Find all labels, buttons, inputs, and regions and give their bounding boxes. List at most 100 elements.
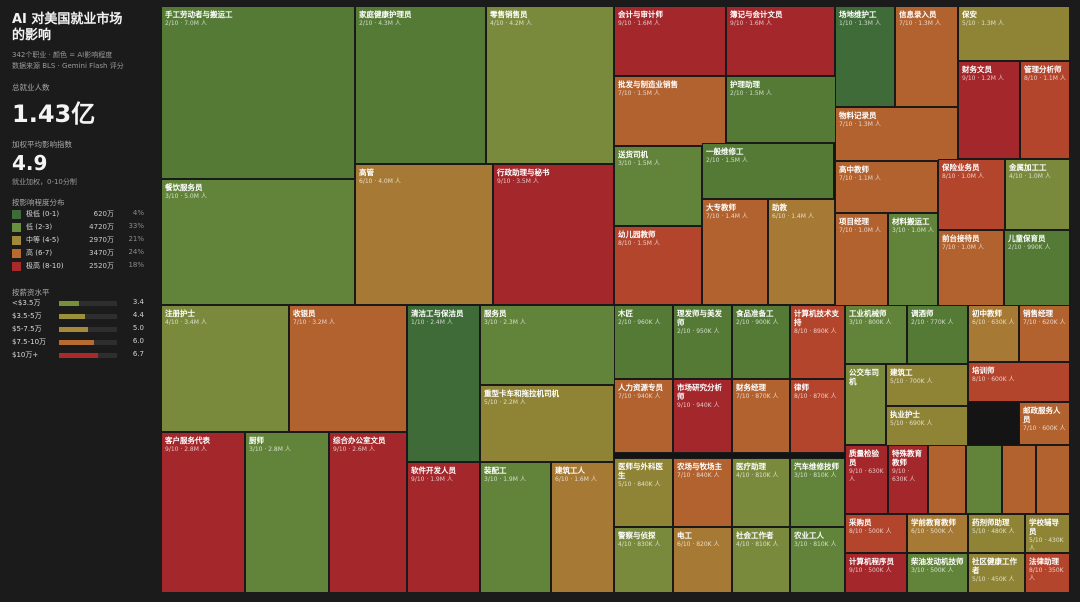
treemap-cell[interactable]: 药剂师助理 5/10 · 480K 人: [968, 514, 1025, 553]
cell-name: 清洁工与保洁员: [411, 309, 464, 318]
treemap-cell[interactable]: 注册护士 4/10 · 3.4M 人: [161, 305, 289, 432]
legend-swatch: [12, 210, 21, 219]
wage-value: 5.0: [132, 324, 144, 332]
treemap-cell[interactable]: [1036, 445, 1070, 514]
treemap-cell[interactable]: 手工劳动者与搬运工 2/10 · 7.0M 人: [161, 6, 355, 179]
treemap-cell[interactable]: 客户服务代表 9/10 · 2.8M 人: [161, 432, 245, 593]
cell-name: 销售经理: [1023, 309, 1053, 318]
treemap-cell[interactable]: 特殊教育教师 9/10 · 630K 人: [888, 445, 928, 514]
treemap-cell[interactable]: 助教 6/10 · 1.4M 人: [768, 199, 835, 305]
treemap-cell[interactable]: 行政助理与秘书 9/10 · 3.5M 人: [493, 164, 614, 305]
treemap-cell[interactable]: 理发师与美发师 2/10 · 950K 人: [673, 305, 732, 379]
treemap-cell[interactable]: 财务经理 7/10 · 870K 人: [732, 379, 790, 453]
treemap-cell[interactable]: 调酒师 2/10 · 770K 人: [907, 305, 968, 364]
wage-value: 6.0: [132, 337, 144, 345]
treemap-cell[interactable]: 公交车司机: [845, 364, 886, 445]
treemap-cell[interactable]: 高中教师 7/10 · 1.1M 人: [835, 161, 938, 213]
wage-value: 3.4: [132, 298, 144, 306]
treemap-cell[interactable]: 学校辅导员 5/10 · 430K 人: [1025, 514, 1070, 553]
cell-name: 金属加工工: [1009, 163, 1047, 172]
treemap-cell[interactable]: 学前教育教师 6/10 · 500K 人: [907, 514, 968, 553]
cell-name: 簿记与会计文员: [730, 10, 783, 19]
treemap-cell[interactable]: 保险业务员 8/10 · 1.0M 人: [938, 159, 1005, 230]
treemap-cell[interactable]: 前台接待员 7/10 · 1.0M 人: [938, 230, 1004, 306]
treemap-cell[interactable]: 综合办公室文员 9/10 · 2.6M 人: [329, 432, 407, 593]
treemap-cell[interactable]: 送货司机 3/10 · 1.5M 人: [614, 146, 702, 226]
treemap-cell[interactable]: 厨师 3/10 · 2.8M 人: [245, 432, 329, 593]
treemap-cell[interactable]: 物料记录员 7/10 · 1.3M 人: [835, 107, 958, 161]
treemap-cell[interactable]: 幼儿园教师 8/10 · 1.5M 人: [614, 226, 702, 305]
treemap-cell[interactable]: 大专教师 7/10 · 1.4M 人: [702, 199, 768, 305]
treemap-cell[interactable]: 执业护士 5/10 · 690K 人: [886, 406, 968, 446]
cell-score: 4/10 · 810K 人: [736, 541, 779, 548]
treemap-cell[interactable]: 材料搬运工 3/10 · 1.0M 人: [888, 213, 938, 308]
treemap-cell[interactable]: 社会工作者 4/10 · 810K 人: [732, 527, 790, 593]
treemap-cell[interactable]: 重型卡车和拖拉机司机 5/10 · 2.2M 人: [480, 385, 614, 462]
treemap-cell[interactable]: 警察与侦探 4/10 · 830K 人: [614, 527, 673, 593]
treemap-cell[interactable]: 人力资源专员 7/10 · 940K 人: [614, 379, 673, 453]
wage-bar: [59, 353, 98, 358]
treemap-cell[interactable]: 管理分析师 8/10 · 1.1M 人: [1020, 61, 1070, 159]
treemap-cell[interactable]: 财务文员 9/10 · 1.2M 人: [958, 61, 1020, 159]
treemap-cell[interactable]: 医师与外科医生 5/10 · 840K 人: [614, 458, 673, 527]
treemap-cell[interactable]: 家庭健康护理员 2/10 · 4.3M 人: [355, 6, 486, 164]
treemap-cell[interactable]: 销售经理 7/10 · 620K 人: [1019, 305, 1070, 362]
treemap-cell[interactable]: 培训师 8/10 · 600K 人: [968, 362, 1070, 402]
treemap-cell[interactable]: 电工 6/10 · 820K 人: [673, 527, 732, 593]
treemap: 手工劳动者与搬运工 2/10 · 7.0M 人家庭健康护理员 2/10 · 4.3M…: [161, 6, 1070, 593]
treemap-cell[interactable]: 保安 5/10 · 1.3M 人: [958, 6, 1070, 61]
treemap-cell[interactable]: 软件开发人员 9/10 · 1.9M 人: [407, 462, 480, 593]
legend-swatch: [12, 236, 21, 245]
treemap-cell[interactable]: 建筑工 5/10 · 700K 人: [886, 364, 968, 406]
legend-count: 4720万: [89, 223, 114, 231]
treemap-cell[interactable]: 采购员 8/10 · 500K 人: [845, 514, 907, 553]
cell-score: 7/10 · 1.3M 人: [899, 20, 941, 27]
treemap-cell[interactable]: 木匠 2/10 · 960K 人: [614, 305, 673, 379]
treemap-cell[interactable]: 金属加工工 4/10 · 1.0M 人: [1005, 159, 1070, 230]
treemap-cell[interactable]: [928, 445, 966, 514]
cell-name: 厨师: [249, 436, 264, 445]
cell-name: 食品准备工: [736, 309, 774, 318]
cell-score: 2/10 · 1.5M 人: [730, 90, 772, 97]
treemap-cell[interactable]: 农场与牧场主 7/10 · 840K 人: [673, 458, 732, 527]
treemap-cell[interactable]: 计算机技术支持 8/10 · 890K 人: [790, 305, 845, 379]
treemap-cell[interactable]: 收银员 7/10 · 3.2M 人: [289, 305, 407, 432]
cell-score: 5/10 · 450K 人: [972, 576, 1015, 583]
treemap-cell[interactable]: 柴油发动机技师 3/10 · 500K 人: [907, 553, 968, 593]
treemap-cell[interactable]: 质量检验员 9/10 · 630K 人: [845, 445, 888, 514]
treemap-cell[interactable]: 场地维护工 1/10 · 1.3M 人: [835, 6, 895, 107]
treemap-cell[interactable]: 初中教师 6/10 · 630K 人: [968, 305, 1019, 362]
treemap-cell[interactable]: 邮政服务人员 7/10 · 600K 人: [1019, 402, 1070, 445]
treemap-cell[interactable]: 法律助理 8/10 · 350K 人: [1025, 553, 1070, 593]
treemap-cell[interactable]: 汽车维修技师 3/10 · 810K 人: [790, 458, 845, 527]
treemap-cell[interactable]: 医疗助理 4/10 · 810K 人: [732, 458, 790, 527]
cell-name: 培训师: [972, 366, 995, 375]
treemap-cell[interactable]: 计算机程序员 9/10 · 500K 人: [845, 553, 907, 593]
treemap-cell[interactable]: 零售销售员 4/10 · 4.2M 人: [486, 6, 614, 164]
treemap-cell[interactable]: 高管 6/10 · 4.0M 人: [355, 164, 493, 305]
treemap-cell[interactable]: 一般维修工 2/10 · 1.5M 人: [702, 143, 834, 199]
cell-score: 9/10 · 630K 人: [849, 468, 884, 483]
treemap-cell[interactable]: 建筑工人 6/10 · 1.6M 人: [551, 462, 614, 593]
treemap-cell[interactable]: 工业机械师 3/10 · 800K 人: [845, 305, 907, 364]
treemap-cell[interactable]: 清洁工与保洁员 1/10 · 2.4M 人: [407, 305, 480, 462]
treemap-cell[interactable]: 律师 8/10 · 870K 人: [790, 379, 845, 453]
treemap-cell[interactable]: 会计与审计师 9/10 · 1.6M 人: [614, 6, 726, 76]
treemap-cell[interactable]: 服务员 3/10 · 2.3M 人: [480, 305, 615, 385]
cell-score: 2/10 · 960K 人: [618, 319, 661, 326]
treemap-cell[interactable]: 护理助理 2/10 · 1.5M 人: [726, 76, 836, 143]
treemap-cell[interactable]: [1002, 445, 1036, 514]
treemap-cell[interactable]: 装配工 3/10 · 1.9M 人: [480, 462, 551, 593]
treemap-cell[interactable]: 儿童保育员 2/10 · 990K 人: [1004, 230, 1070, 306]
treemap-cell[interactable]: 餐饮服务员 3/10 · 5.0M 人: [161, 179, 355, 305]
treemap-cell[interactable]: 市场研究分析师 9/10 · 940K 人: [673, 379, 732, 453]
treemap-cell[interactable]: 项目经理 7/10 · 1.0M 人: [835, 213, 888, 308]
treemap-cell[interactable]: [966, 445, 1002, 514]
wage-row: $5-7.5万 5.0: [12, 324, 144, 335]
treemap-cell[interactable]: 社区健康工作者 5/10 · 450K 人: [968, 553, 1025, 593]
treemap-cell[interactable]: 批发与制造业销售 7/10 · 1.5M 人: [614, 76, 726, 146]
treemap-cell[interactable]: 农业工人 3/10 · 810K 人: [790, 527, 845, 593]
treemap-cell[interactable]: 食品准备工 2/10 · 900K 人: [732, 305, 790, 379]
treemap-cell[interactable]: 簿记与会计文员 9/10 · 1.6M 人: [726, 6, 835, 76]
treemap-cell[interactable]: 信息录入员 7/10 · 1.3M 人: [895, 6, 958, 107]
